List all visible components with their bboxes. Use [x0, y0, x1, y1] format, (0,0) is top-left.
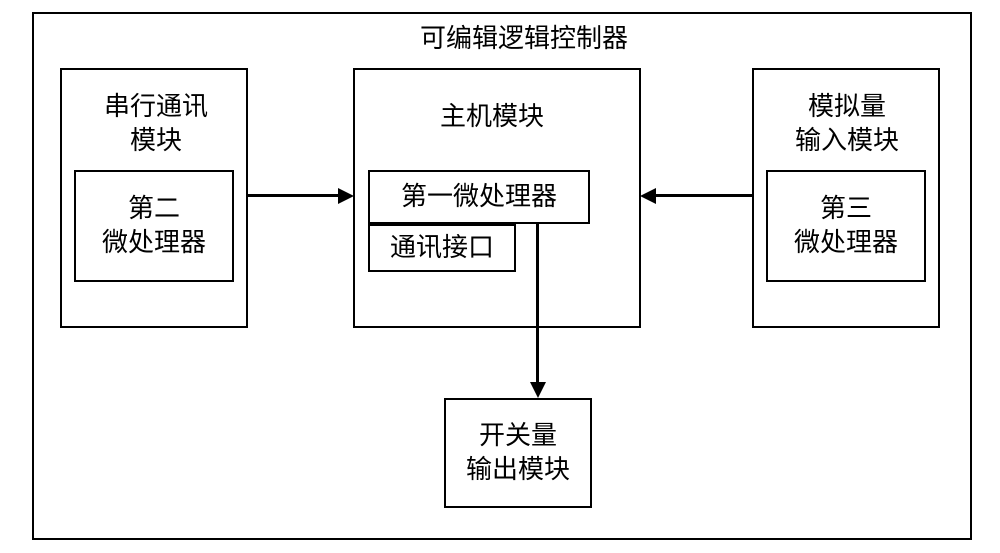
arrow-analog-host-head [640, 188, 656, 204]
host-module-title: 主机模块 [440, 100, 544, 134]
arrow-analog-host-line [654, 194, 752, 197]
arrow-serial-host-head [338, 188, 354, 204]
serial-inner-box: 第二 微处理器 [74, 170, 234, 282]
host-inner2-text: 通讯接口 [390, 231, 494, 265]
analog-inner-box: 第三 微处理器 [766, 170, 926, 282]
host-inner1-text: 第一微处理器 [401, 180, 557, 214]
serial-module-title: 串行通讯 模块 [86, 90, 226, 158]
switch-module-box: 开关量 输出模块 [444, 398, 592, 508]
analog-inner-text: 第三 微处理器 [794, 192, 898, 260]
outer-title: 可编辑逻辑控制器 [420, 22, 628, 56]
switch-module-text: 开关量 输出模块 [466, 419, 570, 487]
arrow-serial-host-line [248, 194, 340, 197]
analog-module-title: 模拟量 输入模块 [782, 90, 912, 158]
arrow-host-switch-line [536, 224, 539, 384]
host-inner1-box: 第一微处理器 [368, 170, 590, 224]
arrow-host-switch-head [530, 382, 546, 398]
serial-inner-text: 第二 微处理器 [102, 192, 206, 260]
host-inner2-box: 通讯接口 [368, 224, 516, 272]
